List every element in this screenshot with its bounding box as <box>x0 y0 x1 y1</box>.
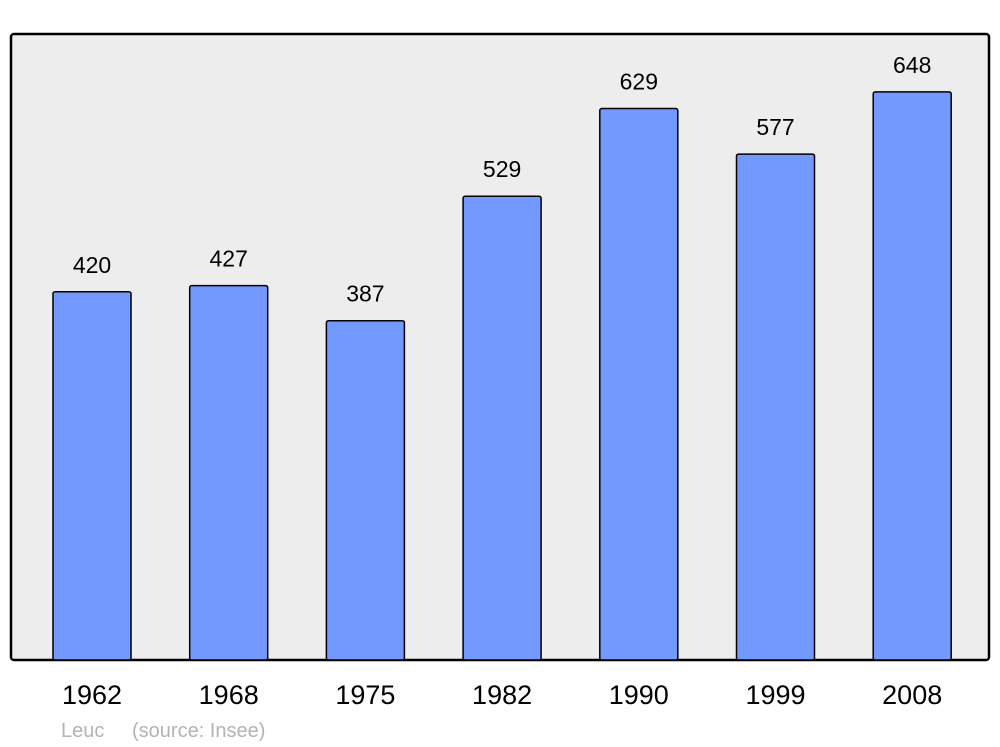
bar-2008 <box>872 91 952 661</box>
data-label: 529 <box>483 156 521 182</box>
x-tick-label: 1968 <box>199 680 259 710</box>
bar-1982 <box>462 195 542 661</box>
footer-source: (source: Insee) <box>132 720 265 742</box>
bar-1990 <box>599 107 679 661</box>
data-label: 387 <box>346 281 384 307</box>
data-label: 427 <box>210 246 248 272</box>
data-label: 420 <box>73 252 111 278</box>
x-tick-label: 1999 <box>745 680 805 710</box>
bar-1975 <box>325 319 406 661</box>
data-label: 648 <box>893 52 931 78</box>
x-tick-label: 1962 <box>62 680 122 710</box>
data-label: 629 <box>620 69 658 95</box>
x-tick-label: 1975 <box>335 680 395 710</box>
x-tick-label: 1990 <box>609 680 669 710</box>
bar-1999 <box>735 153 816 661</box>
footer-place: Leuc <box>61 720 104 742</box>
data-label: 577 <box>756 114 794 140</box>
bar-1968 <box>188 284 269 661</box>
x-tick-label: 2008 <box>882 680 942 710</box>
bar-1962 <box>52 291 132 661</box>
x-tick-label: 1982 <box>472 680 532 710</box>
